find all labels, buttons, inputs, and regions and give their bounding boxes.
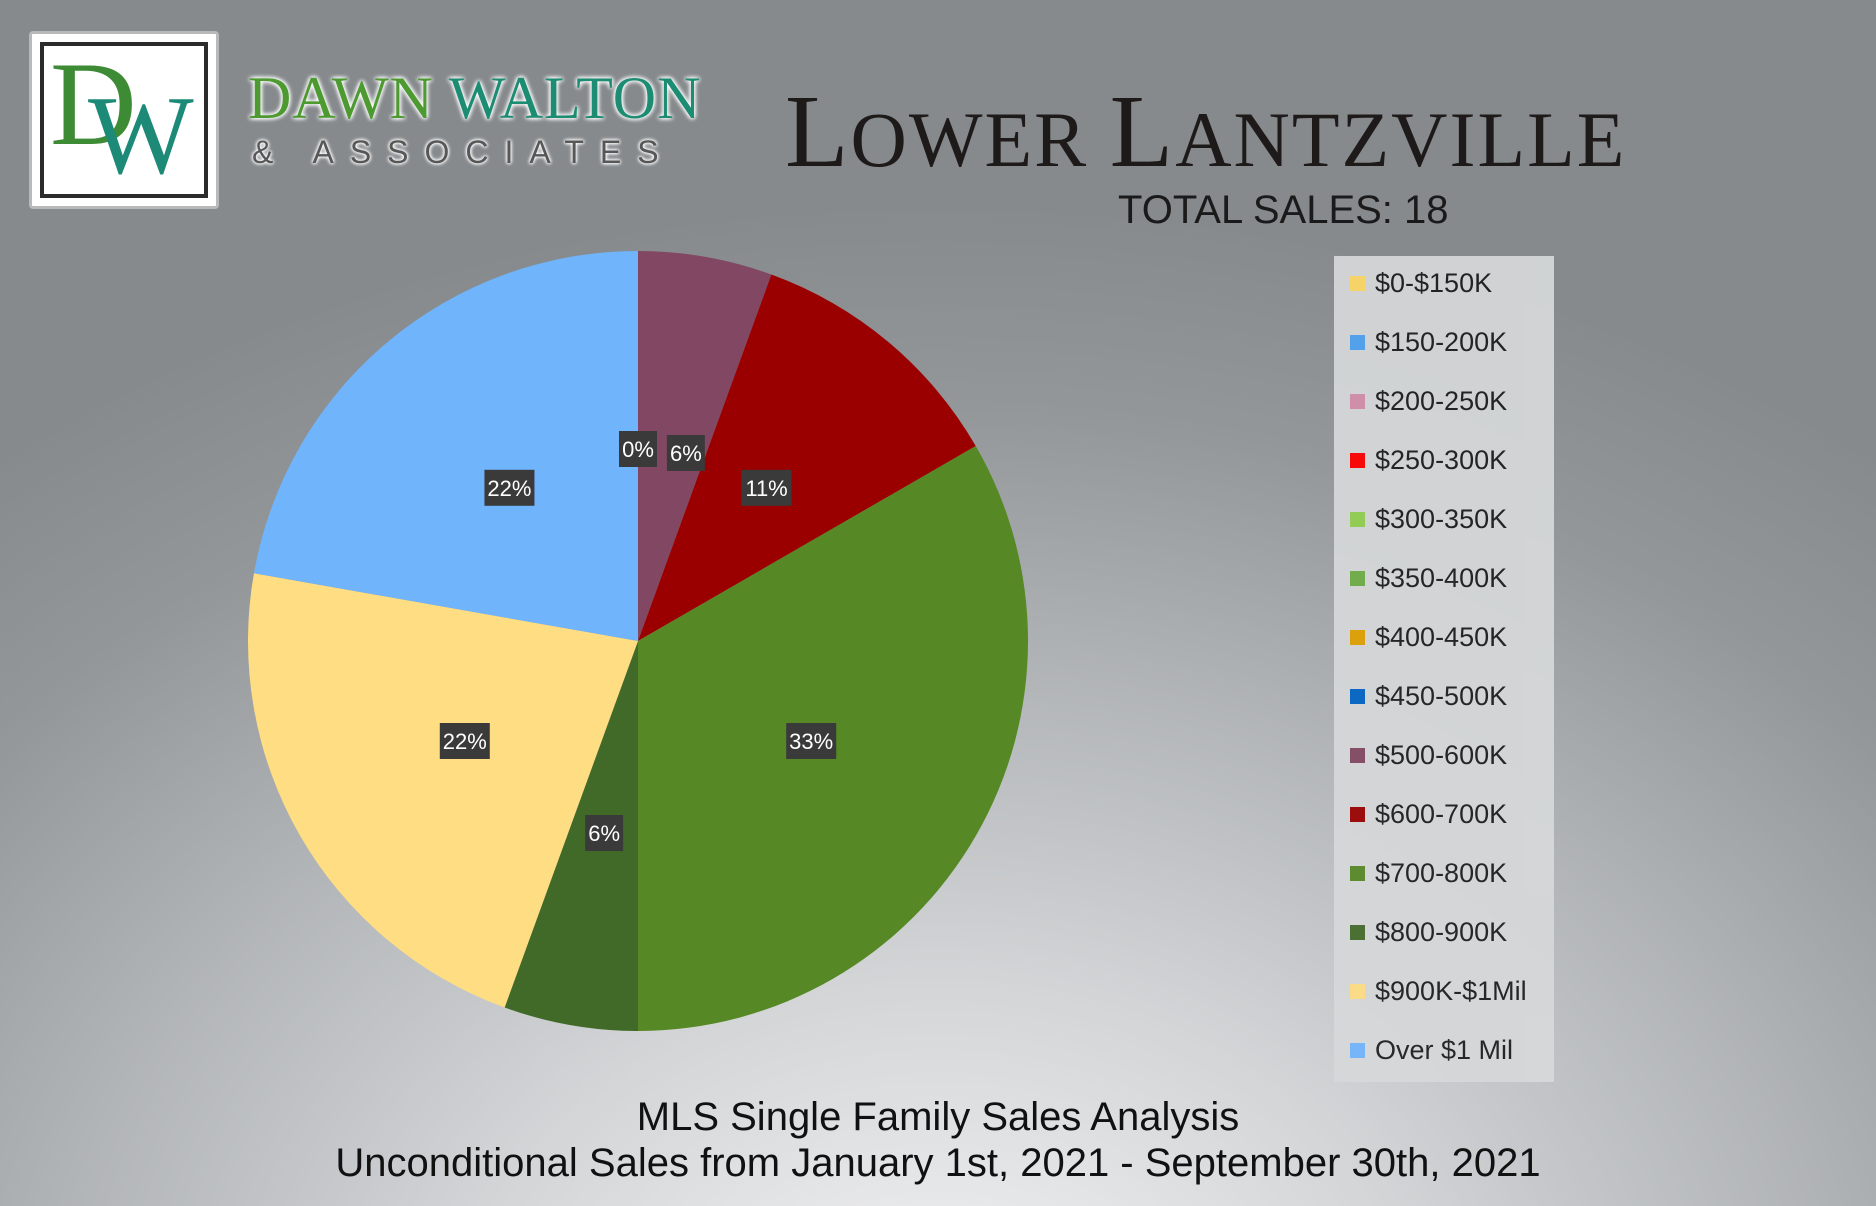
legend-swatch — [1350, 1042, 1365, 1058]
legend-item-900k-1mil: $900K-$1Mil — [1350, 976, 1527, 1006]
legend-label: $200-250K — [1375, 385, 1508, 416]
brand-name-last: WALTON — [448, 65, 702, 131]
legend-label: $800-900K — [1375, 916, 1508, 947]
legend-label: $0-$150K — [1375, 267, 1493, 298]
legend-label: $500-600K — [1375, 739, 1508, 770]
legend-item-400-450k: $400-450K — [1350, 622, 1507, 652]
data-label-800-900k-text: 6% — [588, 821, 620, 846]
legend-swatch — [1350, 275, 1365, 291]
data-label-over-1-mil: 22% — [484, 469, 535, 506]
title-rest-2: ANTZVILLE — [1175, 96, 1627, 183]
logo-frame: D W — [40, 42, 208, 198]
legend-item-200-250k: $200-250K — [1350, 386, 1507, 416]
brand-tagline: & ASSOCIATES — [252, 134, 675, 170]
legend-label: $150-200K — [1375, 326, 1508, 357]
legend-item-450-500k: $450-500K — [1350, 681, 1507, 711]
legend-label: $300-350K — [1375, 503, 1508, 534]
data-label-600-700k-box — [741, 469, 792, 506]
data-label-800-900k-box — [585, 815, 624, 852]
legend-item-500-600k: $500-600K — [1350, 740, 1507, 770]
data-label-500-600k-box — [666, 434, 705, 471]
pie-slice-800-900k — [504, 641, 638, 1031]
legend-label: Over $1 Mil — [1375, 1034, 1514, 1065]
chart-legend: $0-$150K $150-200K $200-250K $250-300K $300-… — [1334, 256, 1554, 1082]
brand-name: DAWN WALTON — [248, 68, 701, 128]
legend-label: $350-400K — [1375, 562, 1508, 593]
legend-label: $450-500K — [1375, 680, 1508, 711]
data-label-600-700k-text: 11% — [745, 476, 787, 501]
legend-swatch — [1350, 865, 1365, 881]
legend-label: $900K-$1Mil — [1375, 975, 1527, 1006]
pie-slice-over-1-mil — [253, 251, 638, 641]
legend-item-300-350k: $300-350K — [1350, 504, 1507, 534]
legend-swatch — [1350, 983, 1365, 999]
legend-item-600-700k: $600-700K — [1350, 799, 1507, 829]
legend-swatch — [1350, 688, 1365, 704]
legend-label: $400-450K — [1375, 621, 1508, 652]
title-initial-2: L — [1109, 74, 1176, 189]
data-label-over-1-mil-text: 22% — [487, 476, 531, 501]
data-label-900k-1mil: 22% — [439, 723, 490, 759]
data-label-zero-share-box — [619, 431, 657, 467]
total-sales: TOTAL SALES: 18 — [1118, 188, 1449, 232]
logo-letter-d: D — [50, 42, 137, 170]
page-title: LOWER LANTZVILLE — [785, 80, 1626, 184]
data-label-700-800k-box — [786, 723, 837, 759]
legend-item-150-200k: $150-200K — [1350, 327, 1507, 357]
legend-item-700-800k: $700-800K — [1350, 858, 1507, 888]
legend-item-350-400k: $350-400K — [1350, 563, 1507, 593]
legend-item-over-1-mil: Over $1 Mil — [1350, 1035, 1513, 1065]
legend-swatch — [1350, 747, 1365, 763]
data-label-over-1-mil-box — [484, 469, 535, 506]
data-label-600-700k: 11% — [741, 469, 792, 506]
data-label-zero-share-text: 0% — [622, 437, 654, 462]
logo: D W — [29, 31, 219, 209]
legend-swatch — [1350, 570, 1365, 586]
data-label-500-600k: 6% — [666, 434, 705, 471]
legend-item-0-150k: $0-$150K — [1350, 268, 1492, 298]
logo-letter-w: W — [88, 74, 194, 198]
title-initial-1: L — [785, 74, 851, 189]
data-label-500-600k-text: 6% — [670, 441, 702, 466]
title-rest-1: OWER — [850, 96, 1110, 183]
legend-swatch — [1350, 334, 1365, 350]
legend-swatch — [1350, 511, 1365, 527]
legend-item-800-900k: $800-900K — [1350, 917, 1507, 947]
legend-label: $250-300K — [1375, 444, 1508, 475]
footer-date-range: Unconditional Sales from January 1st, 20… — [335, 1141, 1541, 1185]
data-label-800-900k: 6% — [585, 815, 624, 852]
legend-swatch — [1350, 924, 1365, 940]
legend-label: $700-800K — [1375, 857, 1508, 888]
pie-slice-900k-1mil — [248, 573, 638, 1008]
data-label-700-800k-text: 33% — [789, 729, 833, 754]
pie-slice-600-700k — [638, 274, 976, 641]
legend-label: $600-700K — [1375, 798, 1508, 829]
data-label-900k-1mil-text: 22% — [443, 729, 487, 754]
footer-title: MLS Single Family Sales Analysis — [636, 1095, 1240, 1139]
legend-item-250-300k: $250-300K — [1350, 445, 1507, 475]
brand-name-first: DAWN — [248, 65, 449, 131]
legend-swatch — [1350, 629, 1365, 645]
data-label-700-800k: 33% — [786, 723, 837, 759]
legend-swatch — [1350, 393, 1365, 409]
data-label-900k-1mil-box — [439, 723, 490, 759]
legend-swatch — [1350, 452, 1365, 468]
data-label-zero-share: 0% — [619, 431, 657, 467]
legend-swatch — [1350, 806, 1365, 822]
